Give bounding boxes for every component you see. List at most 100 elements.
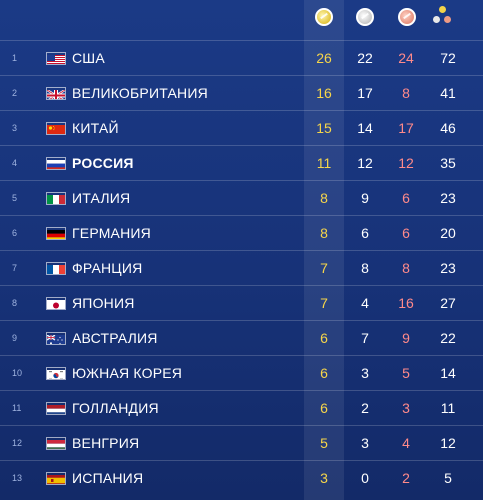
total-count: 5 bbox=[444, 470, 452, 486]
silver-count: 4 bbox=[361, 295, 369, 311]
gold-count: 6 bbox=[320, 400, 328, 416]
table-row: 13 ИСПАНИЯ 3 0 2 5 bbox=[0, 460, 483, 495]
country-name: ЯПОНИЯ bbox=[72, 295, 135, 311]
silver-count: 9 bbox=[361, 190, 369, 206]
bronze-medal-icon bbox=[398, 8, 416, 26]
country-name: ИТАЛИЯ bbox=[72, 190, 131, 206]
table-row: 9 АВСТРАЛИЯ 6 7 9 22 bbox=[0, 320, 483, 355]
gold-count: 16 bbox=[316, 85, 332, 101]
silver-count: 6 bbox=[361, 225, 369, 241]
gold-count: 7 bbox=[320, 295, 328, 311]
table-row: 4 РОССИЯ 11 12 12 35 bbox=[0, 145, 483, 180]
gold-count: 8 bbox=[320, 225, 328, 241]
total-count: 35 bbox=[440, 155, 456, 171]
gold-count: 26 bbox=[316, 50, 332, 66]
bronze-count: 6 bbox=[402, 190, 410, 206]
table-header bbox=[0, 0, 483, 38]
table-row: 5 ИТАЛИЯ 8 9 6 23 bbox=[0, 180, 483, 215]
total-count: 22 bbox=[440, 330, 456, 346]
table-row: 1 США 26 22 24 72 bbox=[0, 40, 483, 75]
silver-count: 14 bbox=[357, 120, 373, 136]
total-count: 11 bbox=[440, 400, 456, 416]
usa-flag-icon bbox=[46, 52, 66, 65]
silver-count: 3 bbox=[361, 435, 369, 451]
hungary-flag-icon bbox=[46, 437, 66, 450]
bronze-count: 4 bbox=[402, 435, 410, 451]
total-count: 20 bbox=[440, 225, 456, 241]
table-row: 11 ГОЛЛАНДИЯ 6 2 3 11 bbox=[0, 390, 483, 425]
korea-flag-icon bbox=[46, 367, 66, 380]
rank: 11 bbox=[12, 403, 22, 413]
bronze-count: 8 bbox=[402, 260, 410, 276]
rank: 7 bbox=[12, 263, 18, 273]
uk-flag-icon bbox=[46, 87, 66, 100]
country-name: ГЕРМАНИЯ bbox=[72, 225, 151, 241]
bronze-count: 9 bbox=[402, 330, 410, 346]
rank: 13 bbox=[12, 473, 23, 483]
silver-count: 7 bbox=[361, 330, 369, 346]
total-count: 14 bbox=[440, 365, 456, 381]
silver-count: 8 bbox=[361, 260, 369, 276]
table-row: 12 ВЕНГРИЯ 5 3 4 12 bbox=[0, 425, 483, 460]
bronze-count: 16 bbox=[398, 295, 414, 311]
gold-count: 5 bbox=[320, 435, 328, 451]
silver-count: 2 bbox=[361, 400, 369, 416]
gold-column-highlight bbox=[304, 0, 344, 500]
total-count: 27 bbox=[440, 295, 456, 311]
bronze-count: 24 bbox=[398, 50, 414, 66]
gold-medal-icon bbox=[315, 8, 333, 26]
bronze-count: 12 bbox=[398, 155, 414, 171]
country-name: США bbox=[72, 50, 105, 66]
russia-flag-icon bbox=[46, 157, 66, 170]
italy-flag-icon bbox=[46, 192, 66, 205]
total-count: 23 bbox=[440, 260, 456, 276]
total-count: 72 bbox=[440, 50, 456, 66]
table-row: 8 ЯПОНИЯ 7 4 16 27 bbox=[0, 285, 483, 320]
rank: 12 bbox=[12, 438, 23, 448]
bronze-count: 2 bbox=[402, 470, 410, 486]
country-name: ФРАНЦИЯ bbox=[72, 260, 143, 276]
spain-flag-icon bbox=[46, 472, 66, 485]
gold-count: 15 bbox=[316, 120, 332, 136]
medal-table: 1 США 26 22 24 72 2 ВЕЛИКОБРИТАНИЯ 16 17 8 41 3 КИТАЙ… bbox=[0, 40, 483, 495]
table-row: 7 ФРАНЦИЯ 7 8 8 23 bbox=[0, 250, 483, 285]
total-count: 12 bbox=[440, 435, 456, 451]
rank: 5 bbox=[12, 193, 18, 203]
silver-count: 3 bbox=[361, 365, 369, 381]
country-name: АВСТРАЛИЯ bbox=[72, 330, 158, 346]
rank: 4 bbox=[12, 158, 18, 168]
rank: 3 bbox=[12, 123, 18, 133]
france-flag-icon bbox=[46, 262, 66, 275]
silver-count: 22 bbox=[357, 50, 373, 66]
table-row: 6 ГЕРМАНИЯ 8 6 6 20 bbox=[0, 215, 483, 250]
rank: 6 bbox=[12, 228, 18, 238]
silver-count: 0 bbox=[361, 470, 369, 486]
total-count: 41 bbox=[440, 85, 456, 101]
country-name: ИСПАНИЯ bbox=[72, 470, 144, 486]
country-name: ЮЖНАЯ КОРЕЯ bbox=[72, 365, 183, 381]
bronze-count: 5 bbox=[402, 365, 410, 381]
bronze-count: 8 bbox=[402, 85, 410, 101]
silver-count: 12 bbox=[357, 155, 373, 171]
rank: 8 bbox=[12, 298, 18, 308]
gold-count: 6 bbox=[320, 330, 328, 346]
china-flag-icon bbox=[46, 122, 66, 135]
gold-count: 8 bbox=[320, 190, 328, 206]
total-count: 23 bbox=[440, 190, 456, 206]
table-row: 2 ВЕЛИКОБРИТАНИЯ 16 17 8 41 bbox=[0, 75, 483, 110]
total-medals-icon bbox=[432, 6, 454, 28]
total-count: 46 bbox=[440, 120, 456, 136]
silver-medal-icon bbox=[356, 8, 374, 26]
country-name: ВЕНГРИЯ bbox=[72, 435, 140, 451]
germany-flag-icon bbox=[46, 227, 66, 240]
gold-count: 3 bbox=[320, 470, 328, 486]
country-name: РОССИЯ bbox=[72, 155, 134, 171]
table-row: 10 ЮЖНАЯ КОРЕЯ 6 3 5 14 bbox=[0, 355, 483, 390]
australia-flag-icon bbox=[46, 332, 66, 345]
rank: 10 bbox=[12, 368, 23, 378]
country-name: КИТАЙ bbox=[72, 120, 119, 136]
table-row: 3 КИТАЙ 15 14 17 46 bbox=[0, 110, 483, 145]
gold-count: 6 bbox=[320, 365, 328, 381]
japan-flag-icon bbox=[46, 297, 66, 310]
bronze-count: 3 bbox=[402, 400, 410, 416]
